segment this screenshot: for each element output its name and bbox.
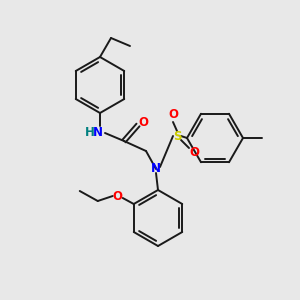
Text: O: O	[138, 116, 148, 128]
Text: O: O	[168, 109, 178, 122]
Text: N: N	[151, 163, 161, 176]
Text: O: O	[113, 190, 123, 202]
Text: H: H	[85, 127, 95, 140]
Text: S: S	[173, 130, 181, 142]
Text: O: O	[189, 146, 199, 160]
Text: N: N	[93, 127, 103, 140]
